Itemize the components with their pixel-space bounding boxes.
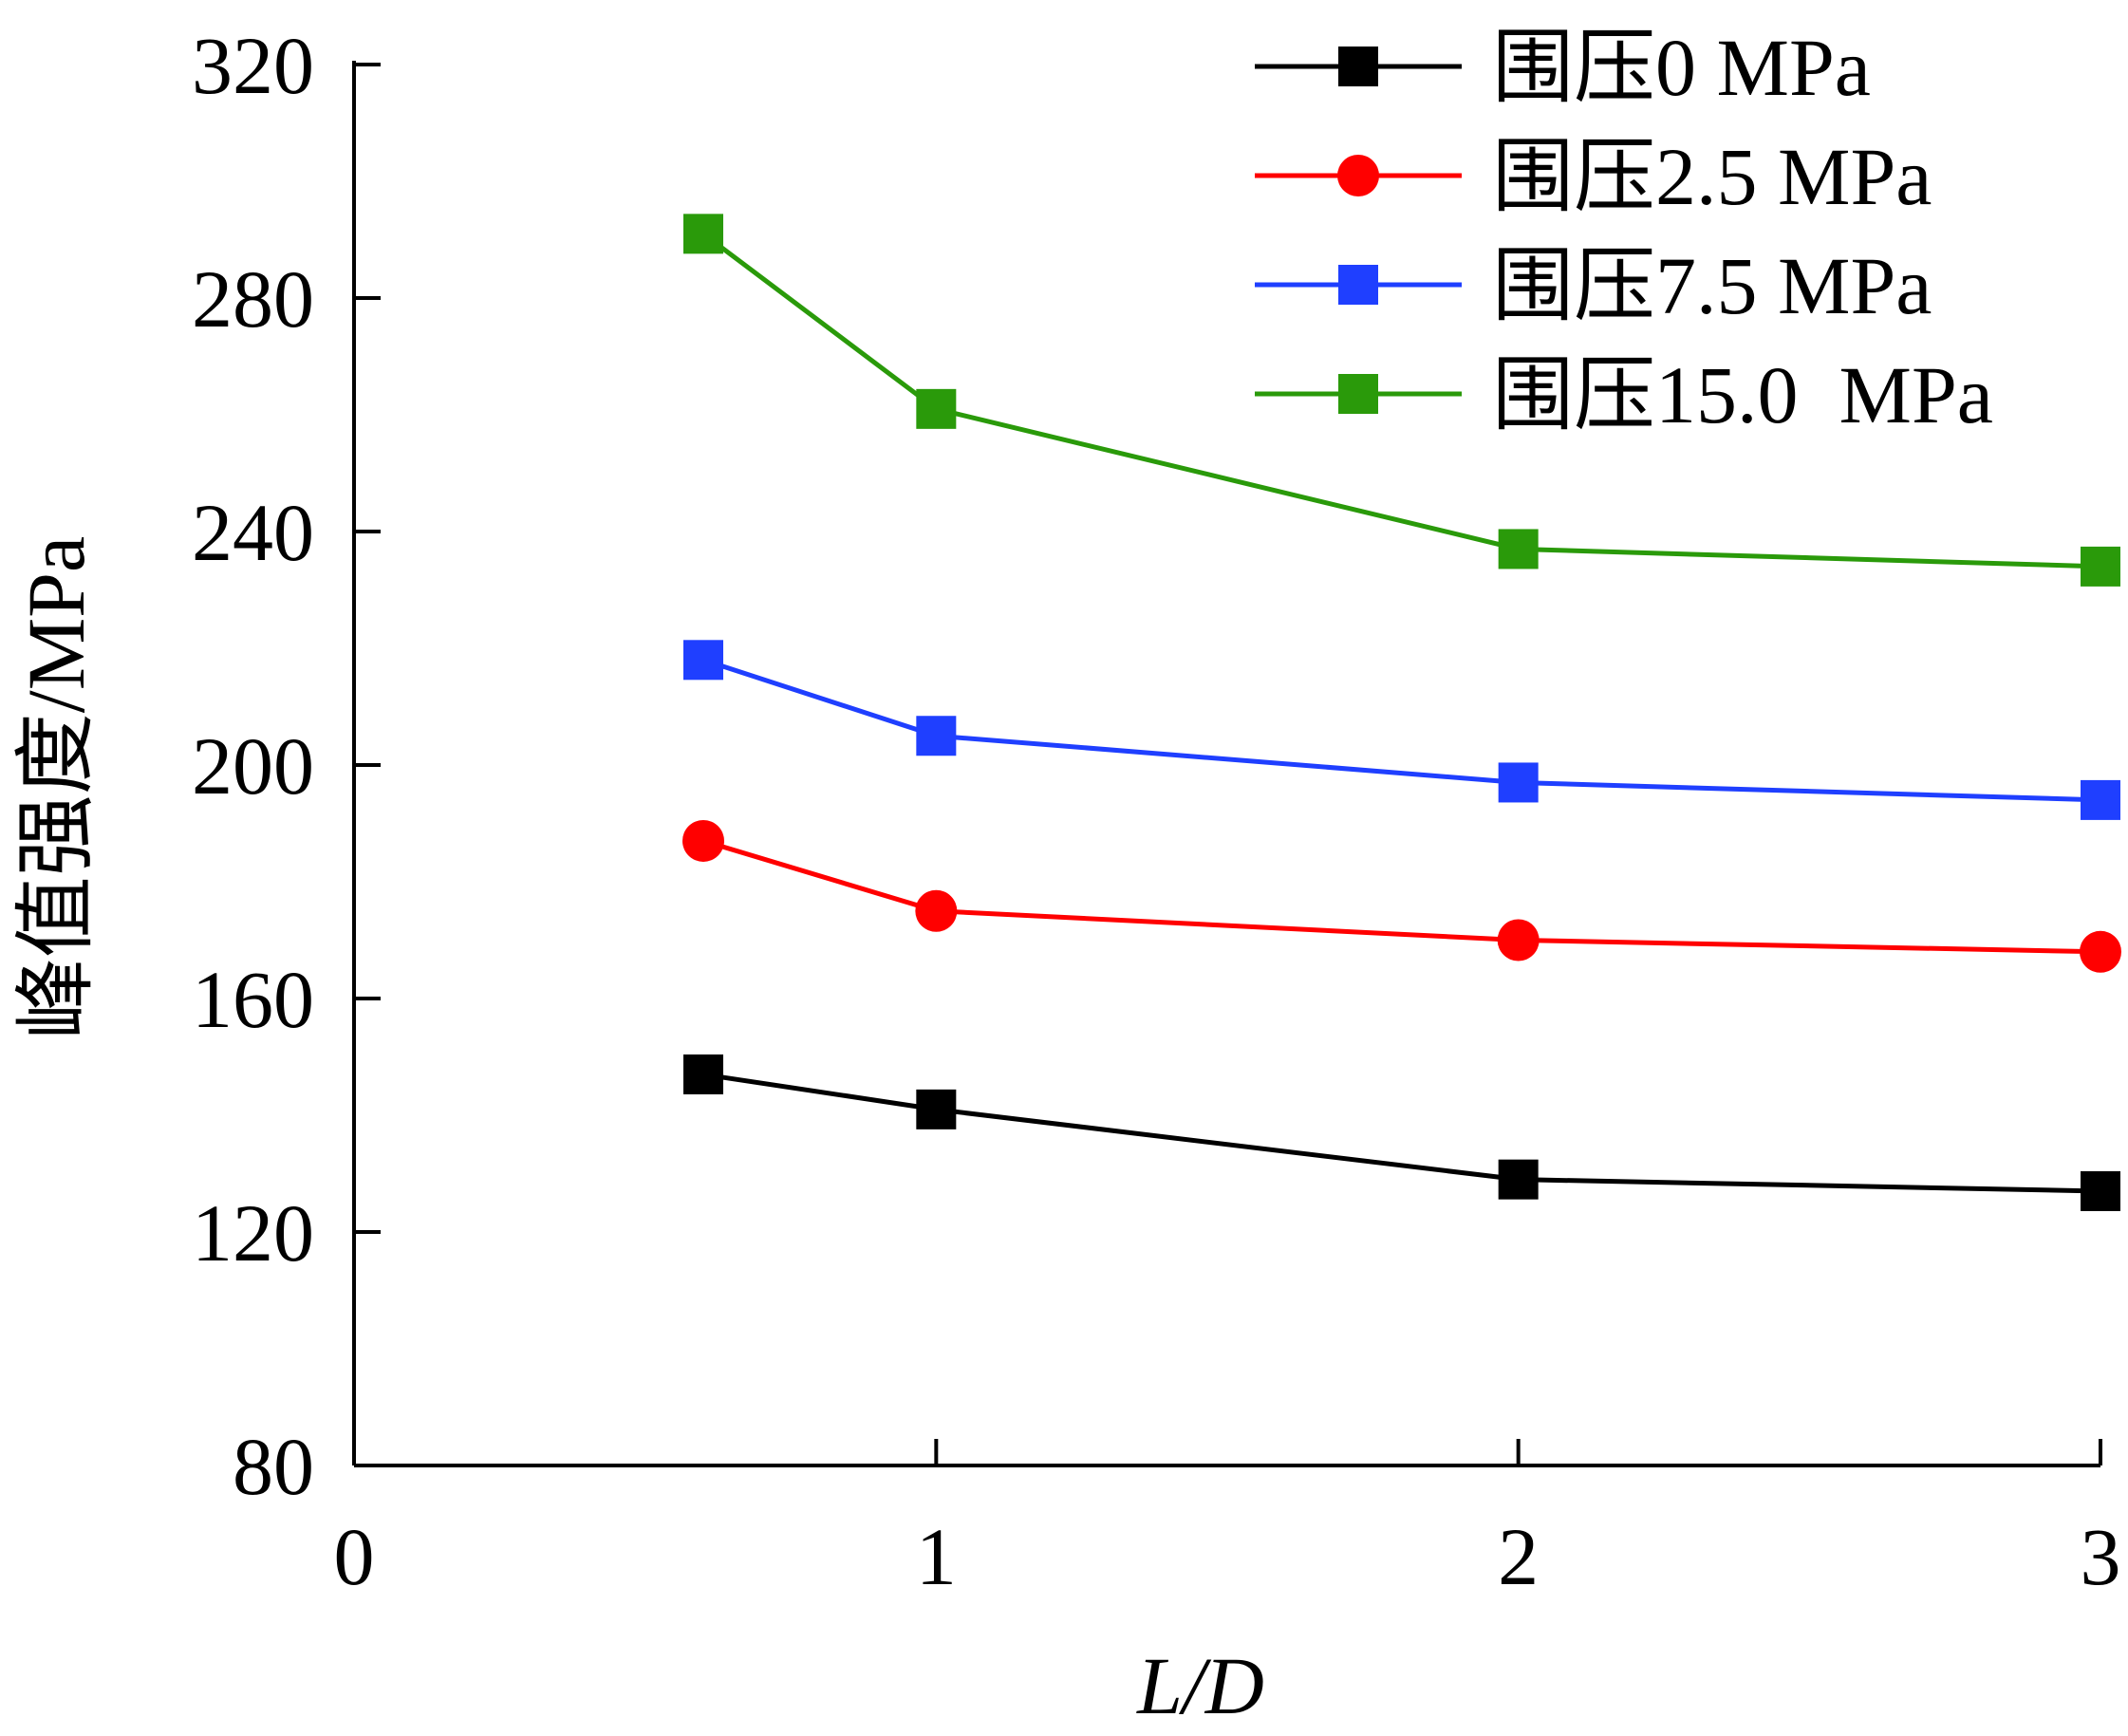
x-tick-label: 0 bbox=[334, 1511, 375, 1602]
data-point bbox=[916, 716, 957, 756]
axes: 80 120 160 200 240 280 320 0 1 2 3 bbox=[192, 20, 2121, 1602]
data-point bbox=[682, 819, 724, 862]
data-point bbox=[915, 889, 958, 932]
data-point bbox=[1497, 919, 1540, 961]
data-point bbox=[683, 640, 723, 681]
series-0 bbox=[683, 1054, 2120, 1211]
series-1 bbox=[682, 819, 2121, 973]
series-3 bbox=[683, 214, 2120, 587]
x-tick-label: 2 bbox=[1498, 1511, 1539, 1602]
data-point bbox=[2080, 930, 2121, 973]
series-line bbox=[701, 232, 2101, 569]
y-axis-title: 峰值强度/MPa bbox=[10, 536, 102, 1039]
y-tick-label: 240 bbox=[192, 487, 314, 578]
series-2 bbox=[683, 640, 2120, 820]
data-point bbox=[916, 388, 957, 429]
series-line bbox=[702, 1072, 2101, 1194]
y-tick-label: 80 bbox=[233, 1421, 314, 1512]
data-point bbox=[1498, 1159, 1539, 1200]
legend-marker bbox=[1338, 47, 1378, 86]
x-tick-label: 1 bbox=[916, 1511, 957, 1602]
legend-marker bbox=[1338, 374, 1378, 414]
legend-label: 围压15.0 MPa bbox=[1492, 349, 1993, 440]
y-tick-label: 280 bbox=[192, 253, 314, 345]
plot-lines bbox=[682, 214, 2121, 1211]
data-point bbox=[2081, 546, 2120, 587]
legend-marker bbox=[1338, 265, 1378, 305]
data-point bbox=[1498, 529, 1539, 569]
data-point bbox=[1498, 762, 1539, 803]
legend-entry: 围压0 MPa bbox=[1255, 22, 1871, 113]
legend-label: 围压2.5 MPa bbox=[1492, 131, 1932, 222]
data-point bbox=[683, 214, 723, 254]
y-tick-label: 200 bbox=[192, 720, 314, 812]
y-tick-label: 320 bbox=[192, 20, 314, 111]
legend-label: 围压7.5 MPa bbox=[1492, 240, 1932, 331]
legend-entry: 围压15.0 MPa bbox=[1255, 349, 1993, 440]
data-point bbox=[2081, 1170, 2120, 1211]
x-axis-title: L/D bbox=[1135, 1640, 1264, 1731]
legend-label: 围压0 MPa bbox=[1492, 22, 1871, 113]
x-tick-label: 3 bbox=[2081, 1511, 2121, 1602]
legend-marker bbox=[1337, 155, 1379, 196]
data-point bbox=[2081, 779, 2120, 820]
y-tick-label: 120 bbox=[192, 1187, 314, 1279]
data-point bbox=[916, 1089, 957, 1129]
data-point bbox=[683, 1054, 723, 1094]
y-tick-label: 160 bbox=[192, 954, 314, 1045]
legend-entry: 围压2.5 MPa bbox=[1255, 131, 1932, 222]
series-line bbox=[702, 657, 2101, 803]
series-line bbox=[702, 838, 2101, 955]
legend: 围压0 MPa 围压2.5 MPa 围压7.5 MPa 围压15.0 MPa bbox=[1255, 22, 1993, 440]
legend-entry: 围压7.5 MPa bbox=[1255, 240, 1932, 331]
